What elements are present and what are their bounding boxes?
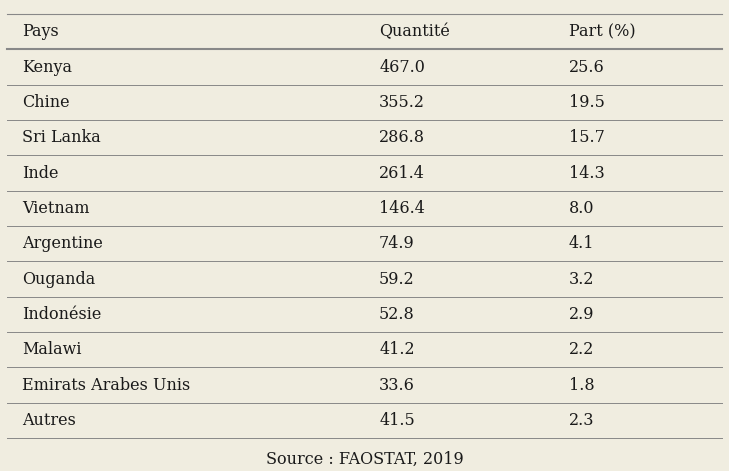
Text: 261.4: 261.4 — [379, 164, 425, 182]
Text: Argentine: Argentine — [22, 235, 103, 252]
Text: Sri Lanka: Sri Lanka — [22, 129, 101, 146]
Text: 52.8: 52.8 — [379, 306, 415, 323]
Text: 1.8: 1.8 — [569, 376, 594, 394]
Text: 74.9: 74.9 — [379, 235, 415, 252]
Text: Chine: Chine — [22, 94, 69, 111]
Text: Quantité: Quantité — [379, 23, 450, 41]
Text: 146.4: 146.4 — [379, 200, 425, 217]
Text: Source : FAOSTAT, 2019: Source : FAOSTAT, 2019 — [265, 451, 464, 468]
Text: Pays: Pays — [22, 23, 58, 41]
Text: 41.2: 41.2 — [379, 341, 415, 358]
Text: 2.3: 2.3 — [569, 412, 594, 429]
Text: 15.7: 15.7 — [569, 129, 604, 146]
Text: 2.2: 2.2 — [569, 341, 594, 358]
Text: 14.3: 14.3 — [569, 164, 604, 182]
Text: 8.0: 8.0 — [569, 200, 594, 217]
Text: Malawi: Malawi — [22, 341, 82, 358]
Text: 467.0: 467.0 — [379, 58, 425, 76]
Text: Ouganda: Ouganda — [22, 270, 95, 288]
Text: 33.6: 33.6 — [379, 376, 415, 394]
Text: Part (%): Part (%) — [569, 23, 635, 41]
Text: 25.6: 25.6 — [569, 58, 604, 76]
Text: Kenya: Kenya — [22, 58, 72, 76]
Text: 59.2: 59.2 — [379, 270, 415, 288]
Text: 41.5: 41.5 — [379, 412, 415, 429]
Text: Autres: Autres — [22, 412, 76, 429]
Text: 19.5: 19.5 — [569, 94, 604, 111]
Text: 355.2: 355.2 — [379, 94, 425, 111]
Text: 286.8: 286.8 — [379, 129, 425, 146]
Text: 2.9: 2.9 — [569, 306, 594, 323]
Text: 4.1: 4.1 — [569, 235, 594, 252]
Text: Indonésie: Indonésie — [22, 306, 101, 323]
Text: 3.2: 3.2 — [569, 270, 594, 288]
Text: Emirats Arabes Unis: Emirats Arabes Unis — [22, 376, 190, 394]
Text: Vietnam: Vietnam — [22, 200, 90, 217]
Text: Inde: Inde — [22, 164, 58, 182]
